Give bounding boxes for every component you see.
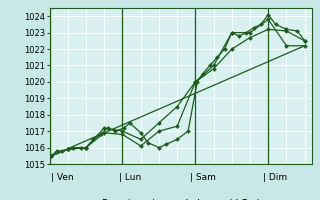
- Text: Pression niveau de la mer( hPa ): Pression niveau de la mer( hPa ): [102, 198, 260, 200]
- Text: | Ven: | Ven: [52, 173, 74, 182]
- Text: | Dim: | Dim: [263, 173, 287, 182]
- Text: | Lun: | Lun: [119, 173, 141, 182]
- Text: | Sam: | Sam: [190, 173, 216, 182]
